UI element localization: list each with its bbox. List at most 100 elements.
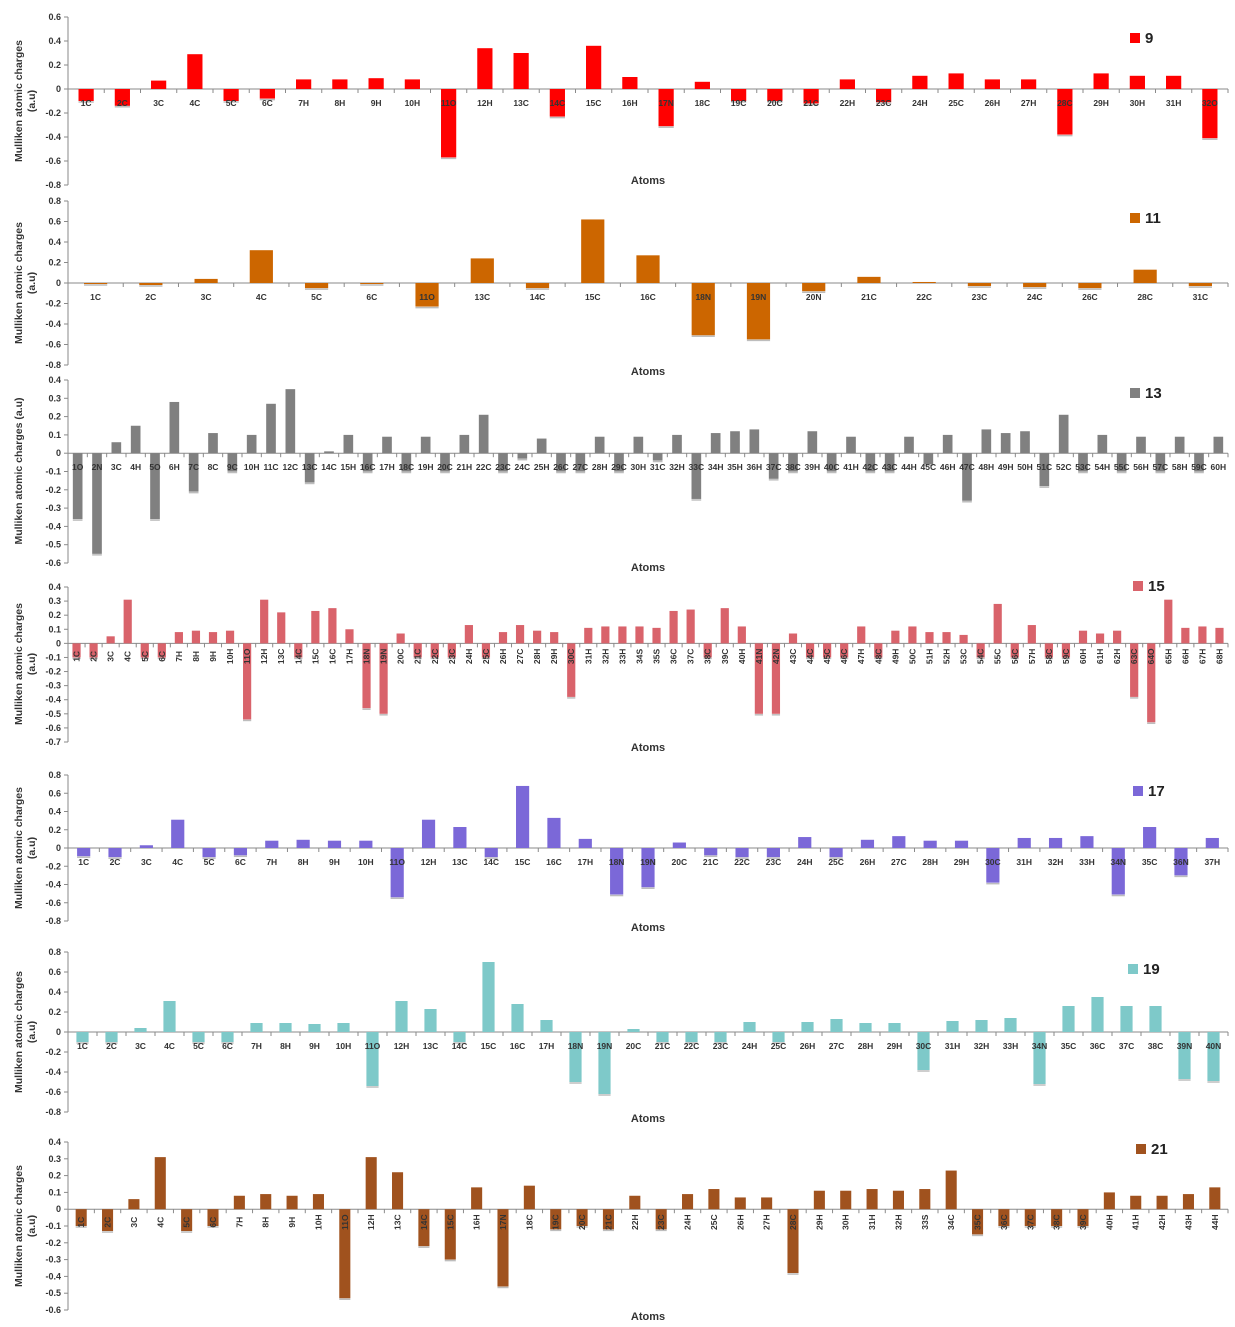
bar-38C: [1149, 1006, 1162, 1032]
bar-30H: [1129, 75, 1145, 89]
category-label: 39H: [805, 462, 821, 472]
bar-35C: [1143, 827, 1157, 848]
category-label: 17H: [539, 1041, 555, 1051]
bar-6C: [207, 1209, 219, 1226]
category-label: 7H: [266, 857, 277, 867]
category-label: 28C: [1137, 292, 1153, 302]
y-tick-label: 0.6: [48, 788, 61, 798]
category-label: 63C: [1129, 649, 1139, 665]
y-tick-label: 0.1: [48, 1187, 61, 1197]
category-label: 18C: [524, 1214, 534, 1230]
category-label: 15C: [515, 857, 531, 867]
bar-63C: [1130, 643, 1139, 697]
bar-40H: [1103, 1192, 1115, 1210]
category-label: 3C: [129, 1217, 139, 1228]
bar-19H: [420, 436, 431, 454]
category-label: 58C: [1044, 649, 1054, 665]
bar-54C: [976, 643, 985, 658]
y-tick-label: 0.2: [48, 258, 61, 268]
category-label: 1C: [77, 1041, 88, 1051]
chart-panel-9: 0.6 0.4 0.2 0 -0.2 -0.4 -0.6 -0.8 1C 2C 3C 4C 5C 6C 7H…: [13, 12, 1229, 190]
category-label: 3C: [135, 1041, 146, 1051]
bar-25C: [708, 1189, 720, 1210]
category-label: 22C: [916, 292, 932, 302]
bar-36C: [998, 1209, 1010, 1226]
bar-10H: [359, 840, 373, 848]
bar-14C: [484, 848, 498, 858]
bar-8H: [296, 839, 310, 848]
bar-31H: [866, 1189, 878, 1210]
category-label: 55C: [993, 649, 1003, 665]
category-label: 12H: [421, 857, 437, 867]
bar-11O: [390, 848, 404, 898]
category-label: 20C: [672, 857, 688, 867]
bar-22H: [839, 79, 855, 89]
category-label: 17H: [379, 462, 395, 472]
y-tick-label: -0.5: [45, 709, 61, 719]
bar-8H: [191, 630, 201, 644]
bar-19N: [598, 1032, 611, 1094]
bar-20C: [576, 1209, 588, 1226]
y-tick-label: -0.7: [45, 737, 61, 747]
bar-33H: [1080, 836, 1094, 848]
y-tick-label: -0.4: [45, 319, 61, 329]
bar-52C: [1058, 414, 1069, 454]
y-tick-label: 0.2: [48, 412, 61, 422]
bar-29H: [888, 1023, 901, 1032]
category-label: 25C: [481, 649, 491, 665]
bar-11O: [339, 1209, 351, 1299]
bar-27C: [830, 1019, 843, 1032]
category-label: 21C: [603, 1214, 613, 1230]
y-tick-label: -0.2: [45, 861, 61, 871]
category-label: 19N: [597, 1041, 613, 1051]
y-tick-label: -0.8: [45, 1107, 61, 1117]
x-axis-title: Atoms: [631, 1311, 665, 1323]
bar-56C: [1010, 643, 1019, 658]
bar-53C: [959, 634, 968, 644]
bar-57H: [1027, 625, 1036, 644]
bar-28H: [859, 1023, 872, 1032]
category-label: 37C: [766, 462, 782, 472]
category-label: 9H: [287, 1217, 297, 1228]
category-label: 8H: [280, 1041, 291, 1051]
bar-15C: [581, 219, 605, 283]
category-label: 23C: [972, 292, 988, 302]
bar-1C: [78, 89, 94, 101]
bar-2C: [114, 89, 130, 106]
bar-65H: [1164, 599, 1173, 644]
bar-17N: [658, 89, 674, 127]
category-label: 15C: [310, 649, 320, 665]
category-label: 67H: [1197, 649, 1207, 665]
category-label: 31C: [1193, 292, 1209, 302]
category-label: 29C: [611, 462, 627, 472]
bar-6H: [169, 401, 180, 454]
category-label: 21C: [413, 649, 423, 665]
category-label: 41H: [1131, 1214, 1141, 1230]
category-label: 23C: [766, 857, 782, 867]
category-label: 21C: [861, 292, 877, 302]
y-tick-label: -0.6: [45, 1305, 61, 1315]
bar-36N: [1174, 848, 1188, 876]
category-label: 43C: [788, 649, 798, 665]
bar-24H: [464, 625, 473, 644]
bar-2C: [108, 848, 122, 858]
y-tick-label: -0.2: [45, 1047, 61, 1057]
category-label: 25C: [948, 98, 964, 108]
category-label: 4C: [155, 1217, 165, 1228]
bar-21H: [459, 434, 470, 454]
category-label: 61H: [1095, 649, 1105, 665]
bar-18N: [691, 283, 715, 336]
bar-10H: [246, 434, 257, 454]
bar-13C: [453, 827, 467, 848]
category-label: 13C: [302, 462, 318, 472]
bar-33C: [691, 453, 702, 499]
category-label: 62H: [1112, 649, 1122, 665]
bar-14C: [549, 89, 565, 117]
bar-21C: [602, 1209, 614, 1230]
legend-swatch: [1130, 388, 1140, 398]
bar-4C: [154, 1157, 166, 1210]
category-label: 29H: [549, 649, 559, 665]
bar-10H: [404, 79, 420, 89]
category-label: 12H: [477, 98, 493, 108]
chart-panel-19: 0.8 0.6 0.4 0.2 0 -0.2 -0.4 -0.6 -0.8 1C 2C 3C 4C 5C 6…: [13, 947, 1229, 1125]
